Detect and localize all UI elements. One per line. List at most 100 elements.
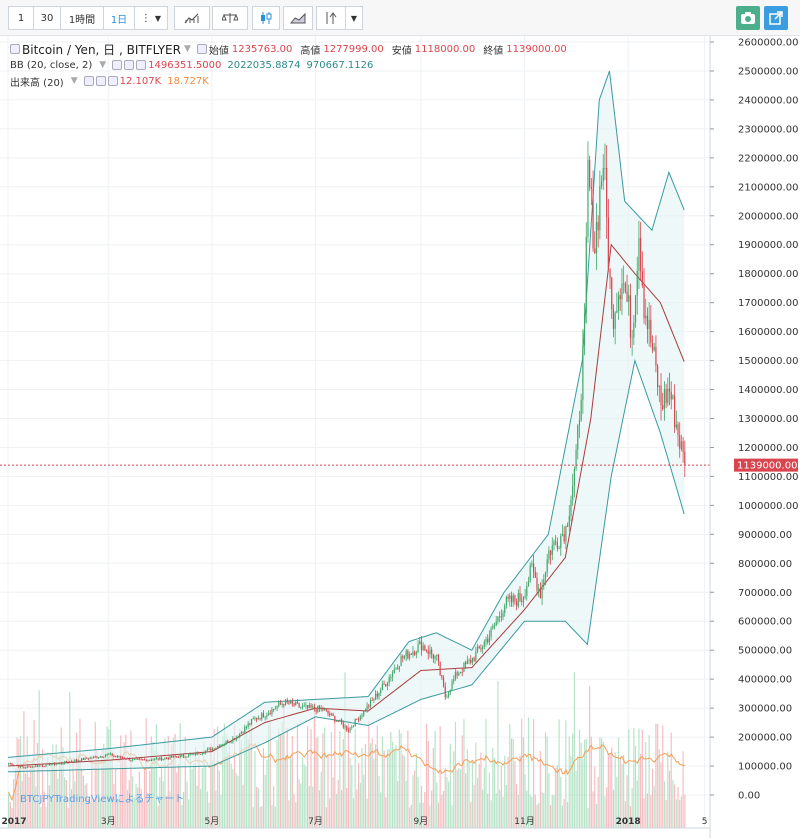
volume-bar: [602, 741, 604, 828]
candle-body: [84, 757, 86, 760]
watermark-link[interactable]: BTCJPYTradingViewによるチャート: [20, 794, 185, 805]
volume-bar: [565, 720, 567, 828]
candle-body: [670, 391, 672, 400]
compare-button[interactable]: [212, 6, 248, 30]
volume-bar: [422, 802, 424, 828]
volume-bar: [9, 801, 11, 828]
volume-bar: [684, 794, 686, 828]
collapse-icon[interactable]: [10, 44, 20, 54]
candle-body: [237, 737, 239, 739]
time-tick-label: 5月: [205, 816, 220, 827]
candle-body: [448, 692, 450, 697]
chart-type-candles-button[interactable]: [252, 6, 280, 30]
volume-bar: [607, 753, 609, 828]
close-icon[interactable]: [136, 60, 147, 70]
chart-type-area-button[interactable]: [283, 6, 313, 30]
candle-body: [301, 705, 304, 707]
visibility-icon[interactable]: [112, 60, 123, 70]
volume-bar: [135, 783, 137, 828]
volume-bar: [183, 792, 185, 828]
candle-body: [53, 763, 56, 765]
volume-bar: [441, 794, 443, 828]
drawing-tools-menu-button[interactable]: ▼: [345, 6, 363, 30]
volume-bar: [531, 796, 533, 828]
candle-body: [599, 186, 601, 231]
volume-bar: [616, 777, 618, 828]
volume-bar: [514, 761, 516, 828]
candle-body: [75, 759, 78, 761]
volume-bar: [544, 732, 547, 828]
candle-body: [609, 268, 611, 278]
volume-bar: [223, 723, 225, 828]
candle-body: [497, 616, 499, 622]
candle-body: [422, 645, 424, 651]
chevron-down-icon[interactable]: ▼: [70, 76, 78, 86]
volume-bar: [466, 749, 468, 828]
time-axis: 2017 3月 5月 7月 9月 11月 2018 5: [1, 816, 707, 827]
candle-body: [358, 719, 360, 721]
volume-bar: [206, 791, 208, 828]
candle-body: [470, 659, 472, 663]
close-icon[interactable]: [107, 76, 118, 86]
candle-body: [262, 713, 265, 718]
volume-bar: [291, 735, 293, 828]
candle-body: [337, 720, 339, 722]
candle-body: [315, 709, 317, 712]
volume-bar: [145, 718, 147, 828]
volume-bar: [398, 729, 400, 828]
chevron-down-icon[interactable]: ▼: [183, 44, 191, 54]
volume-bar: [478, 763, 480, 828]
indicators-button[interactable]: [174, 6, 210, 30]
candle-body: [291, 701, 293, 704]
volume-bar: [533, 719, 535, 828]
interval-1h-button[interactable]: 1時間: [60, 6, 104, 30]
candle-body: [549, 550, 552, 555]
volume-bar: [480, 752, 482, 828]
interval-30-button[interactable]: 30: [33, 6, 61, 30]
price-chart[interactable]: 0.00 100000.00 200000.00 300000.00 400000.00…: [0, 36, 800, 838]
interval-1d-button[interactable]: 1日: [103, 6, 135, 30]
candle-body: [86, 757, 88, 759]
candle-body: [81, 758, 83, 761]
chevron-down-icon[interactable]: ▼: [99, 60, 107, 70]
volume-bar: [459, 769, 462, 828]
candle-body: [296, 702, 299, 704]
candle-body: [143, 759, 146, 761]
candle-body: [252, 718, 254, 720]
volume-bar: [663, 781, 666, 828]
candle-body: [77, 760, 79, 762]
volume-bar: [140, 788, 142, 828]
interval-menu-button[interactable]: ⋮ ▼: [134, 6, 168, 30]
candle-body: [381, 683, 383, 691]
drawing-tools-button[interactable]: [316, 6, 346, 30]
candle-body: [138, 758, 141, 760]
popout-button[interactable]: [764, 6, 788, 30]
settings-icon[interactable]: [124, 60, 135, 70]
candle-body: [378, 692, 380, 697]
candle-body: [273, 709, 275, 711]
volume-bar: [121, 759, 124, 828]
candle-body: [519, 593, 521, 602]
candle-body: [154, 758, 156, 760]
candle-body: [611, 277, 613, 310]
interval-1-button[interactable]: 1: [8, 6, 34, 30]
snapshot-button[interactable]: [736, 6, 760, 30]
price-tick-label: 700000.00: [738, 588, 792, 599]
settings-icon[interactable]: [95, 76, 106, 86]
visibility-icon[interactable]: [83, 76, 94, 86]
candle-body: [388, 677, 390, 683]
candle-body: [614, 312, 616, 329]
volume-bar: [621, 764, 623, 828]
price-tick-label: 1600000.00: [738, 327, 798, 338]
volume-bar: [566, 802, 569, 828]
volume-bar: [11, 807, 13, 828]
time-tick-label: 5: [702, 817, 708, 827]
volume-bar: [330, 732, 333, 828]
volume-bar: [381, 736, 383, 828]
volume-bar: [551, 795, 553, 828]
volume-bar: [24, 773, 27, 828]
volume-bar: [218, 770, 220, 828]
settings-icon[interactable]: [196, 44, 207, 54]
volume-bar: [471, 762, 474, 828]
candle-body: [79, 760, 81, 762]
